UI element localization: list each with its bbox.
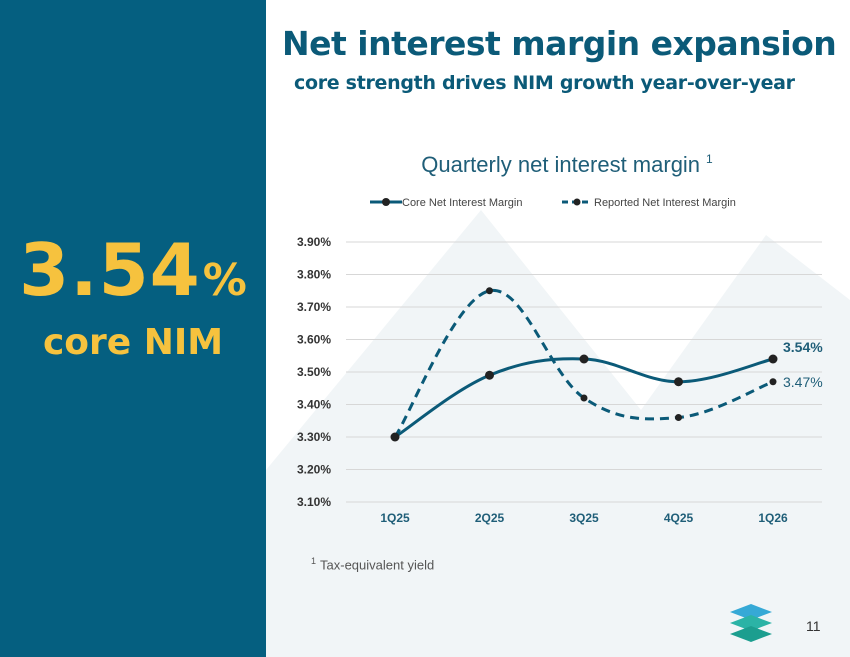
reported-nim-point	[580, 394, 588, 402]
page-title: Net interest margin expansion	[282, 24, 837, 63]
page-subtitle: core strength drives NIM growth year-ove…	[294, 72, 795, 94]
core-nim-point	[674, 377, 683, 387]
footnote: 1 Tax-equivalent yield	[311, 556, 434, 572]
x-axis-labels: 1Q25 2Q25 3Q25 4Q25 1Q26	[380, 511, 788, 525]
chart-end-labels: 3.54% 3.47%	[783, 339, 823, 390]
x-tick-label: 4Q25	[664, 511, 694, 525]
y-tick-label: 3.20%	[297, 463, 331, 477]
layers-logo-icon	[730, 604, 772, 642]
footnote-text: Tax-equivalent yield	[320, 557, 435, 573]
y-tick-label: 3.30%	[297, 430, 331, 444]
legend-reported-label: Reported Net Interest Margin	[594, 197, 736, 209]
core-nim-label: core NIM	[42, 322, 224, 363]
core-nim-point	[485, 370, 494, 380]
x-tick-label: 1Q26	[758, 511, 788, 525]
core-nim-point	[768, 354, 778, 364]
reported-nim-point	[769, 378, 777, 386]
y-tick-label: 3.40%	[297, 398, 331, 412]
x-tick-label: 2Q25	[475, 511, 505, 525]
page-number: 11	[806, 618, 821, 634]
x-tick-label: 1Q25	[380, 511, 410, 525]
core-nim-value: 3.54	[19, 228, 201, 312]
background-decoration	[266, 210, 850, 657]
legend-core-label: Core Net Interest Margin	[402, 197, 522, 209]
core-nim-point	[579, 354, 589, 364]
core-nim-unit: %	[202, 255, 247, 306]
core-nim-stat: 3.54%	[0, 228, 266, 312]
footnote-marker: 1	[311, 556, 317, 566]
reported-nim-point	[675, 414, 682, 421]
reported-nim-point	[486, 287, 493, 295]
y-axis-labels: 3.10% 3.20% 3.30% 3.40% 3.50% 3.60% 3.70% 3.80%…	[297, 235, 331, 509]
reported-nim-line	[393, 289, 774, 438]
chart-title: Quarterly net interest margin 1	[421, 152, 713, 177]
legend-core-marker	[382, 198, 390, 206]
chart-legend: Core Net Interest Margin Reported Net Int…	[370, 197, 736, 209]
y-tick-label: 3.60%	[297, 333, 331, 347]
y-tick-label: 3.50%	[297, 365, 331, 379]
nim-line-chart: Quarterly net interest margin 1 Core Net …	[297, 152, 823, 525]
chart-series	[393, 289, 774, 439]
left-panel: 3.54% core NIM	[0, 0, 266, 657]
legend-reported-marker	[573, 198, 581, 206]
reported-end-label: 3.47%	[783, 374, 823, 390]
chart-grid	[346, 241, 822, 503]
x-tick-label: 3Q25	[569, 511, 599, 525]
core-end-label: 3.54%	[783, 339, 823, 355]
y-tick-label: 3.90%	[297, 235, 331, 249]
y-tick-label: 3.10%	[297, 495, 331, 509]
y-tick-label: 3.70%	[297, 300, 331, 314]
chart-points	[390, 287, 778, 442]
reported-nim-point	[391, 433, 399, 441]
y-tick-label: 3.80%	[297, 268, 331, 282]
